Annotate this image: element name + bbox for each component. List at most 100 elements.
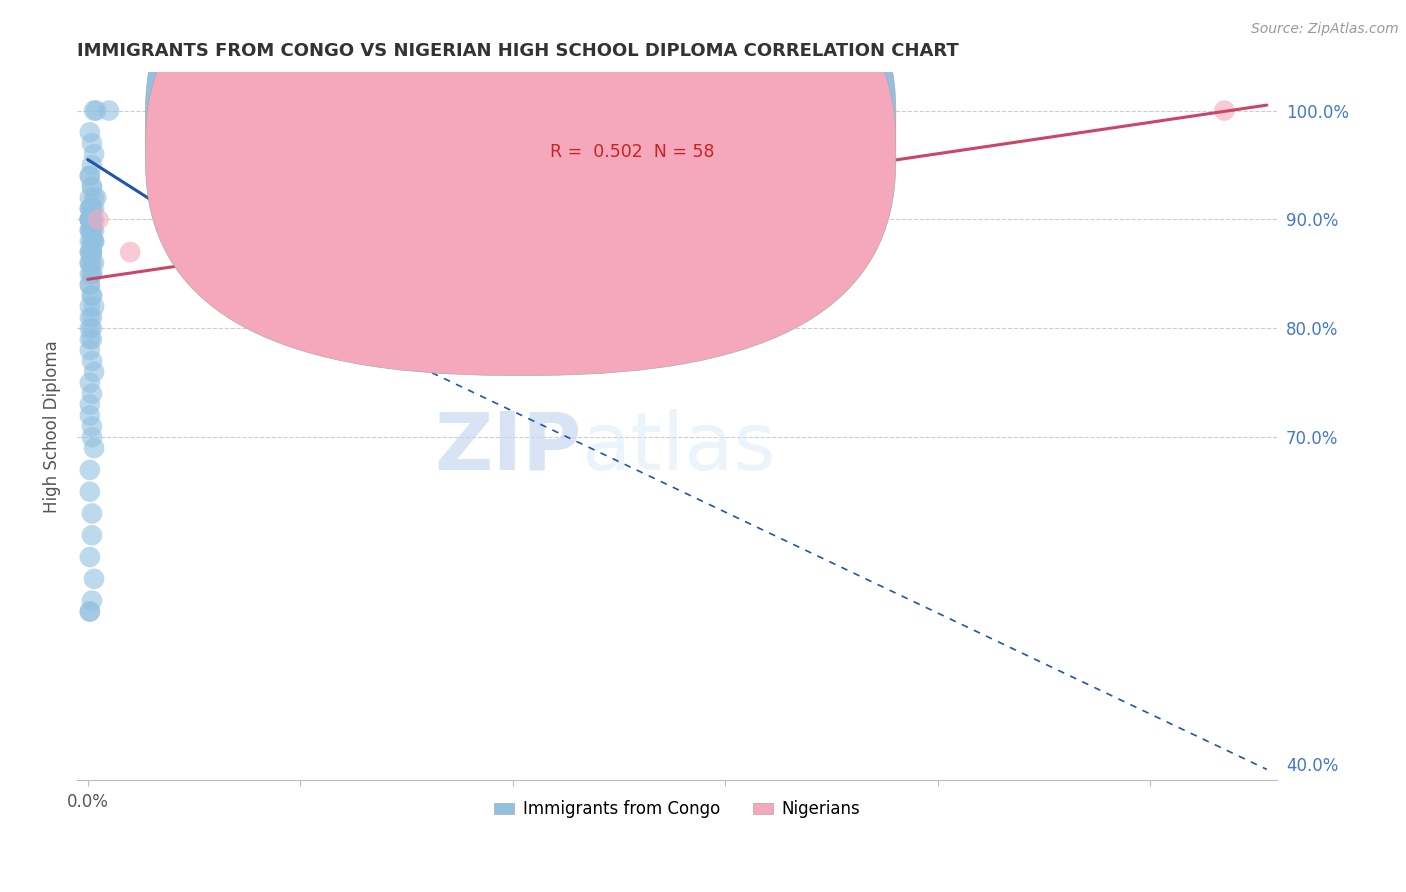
- Point: [79, 169, 101, 183]
- Point: [79, 605, 101, 619]
- Point: [79, 398, 101, 412]
- Point: [458, 191, 481, 205]
- Point: [80, 212, 103, 227]
- Point: [84, 191, 107, 205]
- Point: [80, 179, 103, 194]
- Text: IMMIGRANTS FROM CONGO VS NIGERIAN HIGH SCHOOL DIPLOMA CORRELATION CHART: IMMIGRANTS FROM CONGO VS NIGERIAN HIGH S…: [77, 42, 959, 60]
- Point: [236, 169, 259, 183]
- Point: [80, 223, 103, 237]
- Y-axis label: High School Diploma: High School Diploma: [44, 340, 60, 513]
- FancyBboxPatch shape: [145, 0, 896, 376]
- Point: [80, 179, 103, 194]
- Point: [79, 409, 101, 423]
- Point: [79, 277, 101, 292]
- Point: [80, 593, 103, 607]
- Point: [83, 212, 105, 227]
- Point: [80, 212, 103, 227]
- Point: [449, 179, 471, 194]
- Point: [225, 202, 247, 216]
- Point: [83, 147, 105, 161]
- Point: [80, 245, 103, 260]
- Point: [204, 234, 226, 248]
- Point: [79, 343, 101, 358]
- Point: [236, 223, 259, 237]
- Point: [79, 376, 101, 390]
- Point: [79, 125, 101, 139]
- Point: [83, 103, 105, 118]
- Point: [80, 267, 103, 281]
- Point: [79, 310, 101, 325]
- Point: [299, 234, 322, 248]
- Point: [80, 245, 103, 260]
- Point: [79, 484, 101, 499]
- Point: [1213, 103, 1236, 118]
- Point: [150, 179, 173, 194]
- Point: [288, 234, 311, 248]
- Point: [79, 256, 101, 270]
- Point: [437, 223, 460, 237]
- Point: [97, 103, 120, 118]
- Point: [79, 256, 101, 270]
- Point: [554, 202, 576, 216]
- Point: [395, 223, 418, 237]
- Point: [83, 234, 105, 248]
- Point: [83, 441, 105, 455]
- Point: [491, 212, 513, 227]
- Point: [79, 245, 101, 260]
- Point: [278, 179, 301, 194]
- Point: [778, 212, 800, 227]
- Point: [416, 202, 439, 216]
- Point: [299, 245, 322, 260]
- Point: [79, 605, 101, 619]
- Point: [79, 234, 101, 248]
- Point: [321, 223, 343, 237]
- Point: [193, 256, 215, 270]
- Point: [83, 365, 105, 379]
- Point: [83, 223, 105, 237]
- Point: [427, 223, 450, 237]
- Point: [714, 202, 737, 216]
- Point: [80, 321, 103, 335]
- Point: [502, 202, 524, 216]
- Point: [661, 234, 683, 248]
- Point: [79, 212, 101, 227]
- Point: [79, 463, 101, 477]
- Text: ZIP: ZIP: [434, 409, 581, 487]
- Point: [84, 103, 107, 118]
- Point: [79, 212, 101, 227]
- Point: [80, 234, 103, 248]
- Point: [80, 288, 103, 302]
- Point: [80, 310, 103, 325]
- FancyBboxPatch shape: [491, 94, 827, 175]
- Point: [204, 202, 226, 216]
- Point: [80, 332, 103, 346]
- Point: [288, 223, 311, 237]
- Point: [80, 354, 103, 368]
- Point: [80, 245, 103, 260]
- Point: [172, 191, 194, 205]
- Point: [267, 245, 290, 260]
- Point: [735, 223, 758, 237]
- Point: [80, 288, 103, 302]
- Point: [523, 245, 546, 260]
- Point: [80, 212, 103, 227]
- Point: [83, 202, 105, 216]
- Point: [332, 202, 354, 216]
- Point: [79, 212, 101, 227]
- Point: [80, 507, 103, 521]
- Point: [80, 158, 103, 172]
- Point: [79, 300, 101, 314]
- Point: [83, 234, 105, 248]
- Text: R = -0.090  N = 80: R = -0.090 N = 80: [550, 112, 716, 129]
- Point: [83, 300, 105, 314]
- Point: [80, 419, 103, 434]
- Point: [79, 223, 101, 237]
- Point: [79, 212, 101, 227]
- Point: [554, 223, 576, 237]
- Point: [172, 234, 194, 248]
- Point: [79, 321, 101, 335]
- Point: [650, 234, 672, 248]
- Point: [215, 191, 238, 205]
- Point: [619, 179, 641, 194]
- Point: [682, 202, 704, 216]
